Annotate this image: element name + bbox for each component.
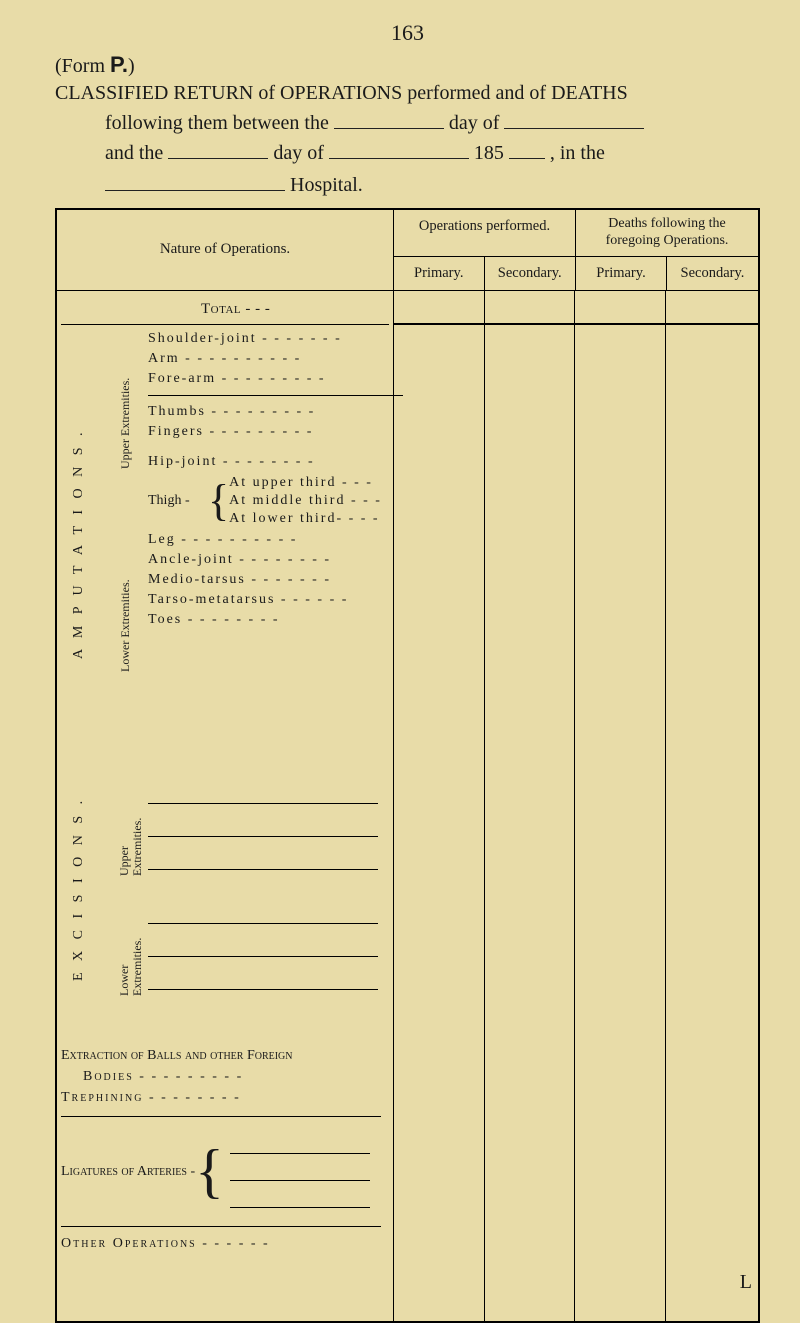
main-table: Nature of Operations. Operations perform…: [55, 208, 760, 1323]
title-2b: day of: [449, 112, 500, 134]
blank-excis-u2: [148, 814, 378, 837]
op-thigh-lower: At lower third- - - -: [229, 510, 382, 528]
op-shoulder: Shoulder-joint - - - - - - -: [130, 329, 389, 349]
sub-deaths-secondary: Secondary.: [667, 257, 758, 290]
op-thigh-upper: At upper third - - -: [229, 474, 382, 492]
other-operations: Other Operations - - - - - -: [61, 1233, 389, 1254]
op-fingers: Fingers - - - - - - - - -: [130, 422, 389, 442]
blank-excis-l2: [148, 934, 378, 957]
title-2a: following them between the: [105, 112, 329, 134]
title-3b: day of: [273, 142, 324, 164]
title-line-3: and the day of 185 , in the: [55, 138, 760, 168]
op-thigh-middle: At middle third - - -: [229, 492, 382, 510]
title-3c: 185: [474, 142, 504, 164]
blank-between-date: [334, 108, 444, 129]
section-excisions: E X C I S I O N S . UpperExtremities. Lo…: [61, 781, 389, 1031]
excis-upper: UpperExtremities.: [116, 781, 389, 891]
blank-lig-2: [230, 1162, 370, 1181]
op-leg: Leg - - - - - - - - - -: [130, 530, 389, 550]
excis-lower: LowerExtremities.: [116, 901, 389, 1011]
labels-column: Total - - - A M P U T A T I O N S . Uppe…: [57, 291, 394, 1321]
form-prefix: (Form: [55, 55, 110, 77]
blank-andthe: [168, 138, 268, 159]
blank-excis-l3: [148, 967, 378, 990]
vsub-upper-ex: UpperExtremities.: [118, 817, 144, 875]
signature-mark: L: [740, 1271, 752, 1294]
ligatures-label: Ligatures of Arteries -: [61, 1161, 195, 1182]
col-ops-secondary: [485, 291, 576, 1321]
extraction-block: Extraction of Balls and other Foreign Bo…: [61, 1045, 389, 1254]
total-row: Total - - -: [61, 297, 389, 325]
sub-deaths-primary: Primary.: [576, 257, 667, 290]
op-thigh-group: Thigh - { At upper third - - - At middle…: [130, 472, 389, 530]
vsub-lower-ex: LowerExtremities.: [118, 937, 144, 995]
op-thigh-label: Thigh -: [148, 493, 208, 509]
vlabel-amputations: A M P U T A T I O N S .: [71, 428, 87, 659]
blank-hospital: [105, 170, 285, 191]
blank-lig-1: [230, 1135, 370, 1154]
op-ancle: Ancle-joint - - - - - - - -: [130, 550, 389, 570]
ligatures-row: Ligatures of Arteries - {: [61, 1127, 389, 1216]
op-hip: Hip-joint - - - - - - - -: [130, 452, 389, 472]
blank-dayof-1: [504, 108, 644, 129]
table-body: Total - - - A M P U T A T I O N S . Uppe…: [57, 291, 758, 1321]
header-deaths: Deaths following the foregoing Operation…: [576, 210, 758, 257]
op-medio: Medio-tarsus - - - - - - -: [130, 570, 389, 590]
form-letter: P.: [110, 52, 128, 77]
page-number: 163: [55, 20, 760, 46]
vsub-lower: Lower Extremities.: [118, 579, 133, 672]
hospital-label: Hospital.: [290, 174, 363, 196]
divider-b1: [61, 1116, 381, 1117]
col-deaths-primary: [575, 291, 666, 1321]
blank-excis-u1: [148, 781, 378, 804]
blank-year: [509, 138, 545, 159]
title-main: CLASSIFIED RETURN of OPERATIONS performe…: [55, 78, 760, 108]
col-ops-primary: [394, 291, 485, 1321]
blank-excis-u3: [148, 847, 378, 870]
amput-lower: Lower Extremities. Hip-joint - - - - - -…: [116, 452, 389, 630]
brace-ligatures: {: [195, 1153, 224, 1189]
vlabel-excisions: E X C I S I O N S .: [71, 796, 87, 980]
form-suffix: ): [128, 55, 135, 77]
extraction-label: Extraction of Balls and other Foreign: [61, 1045, 389, 1066]
trephining: Trephining - - - - - - - -: [61, 1087, 389, 1108]
op-toes: Toes - - - - - - - -: [130, 610, 389, 630]
extraction-bodies: Bodies - - - - - - - - -: [61, 1066, 389, 1087]
col-deaths-secondary: [666, 291, 759, 1321]
op-tarso: Tarso-metatarsus - - - - - -: [130, 590, 389, 610]
header-nature: Nature of Operations.: [57, 210, 394, 290]
blank-lig-3: [230, 1189, 370, 1208]
brace-thigh: {: [208, 489, 229, 513]
divider-b2: [61, 1226, 381, 1227]
hospital-line: Hospital.: [55, 170, 760, 200]
blank-excis-l1: [148, 901, 378, 924]
op-forearm: Fore-arm - - - - - - - - -: [130, 369, 389, 389]
sub-ops-primary: Primary.: [394, 257, 485, 290]
divider-upper: [148, 395, 403, 396]
sub-ops-secondary: Secondary.: [485, 257, 576, 290]
blank-dayof-2: [329, 138, 469, 159]
op-thumbs: Thumbs - - - - - - - - -: [130, 402, 389, 422]
title-line-2: following them between the day of: [55, 108, 760, 138]
header-operations: Operations performed.: [394, 210, 576, 257]
section-amputations: A M P U T A T I O N S . Upper Extremitie…: [61, 329, 389, 769]
form-label: (Form P.): [55, 52, 760, 78]
op-arm: Arm - - - - - - - - - -: [130, 349, 389, 369]
title-3d: , in the: [550, 142, 605, 164]
amput-upper: Upper Extremities. Shoulder-joint - - - …: [116, 329, 389, 442]
title-3a: and the: [105, 142, 163, 164]
